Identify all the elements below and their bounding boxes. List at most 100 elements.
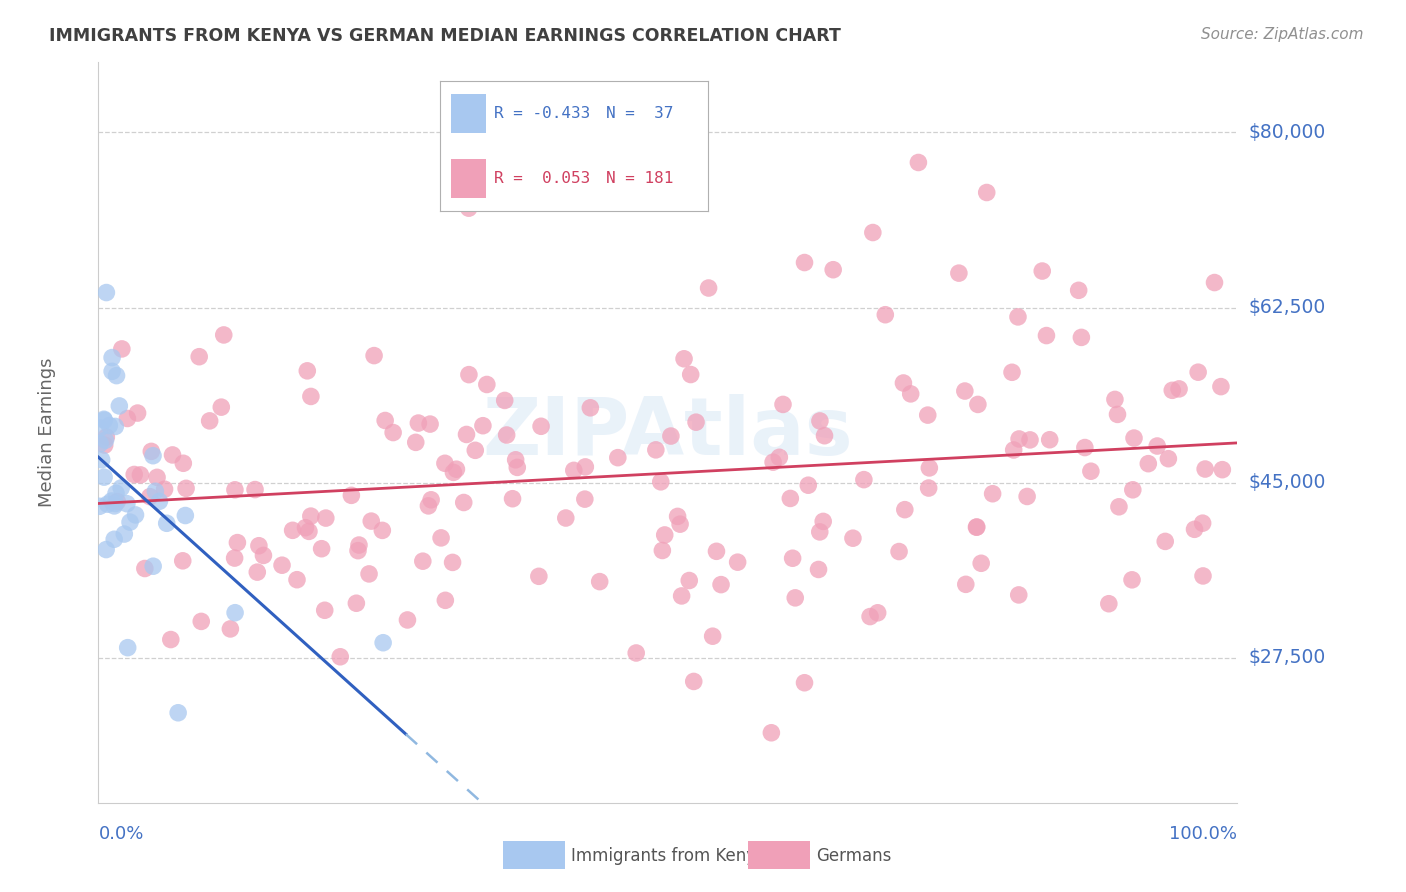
Point [862,226,884,240]
Point [1002,442,1025,457]
Point [907,155,929,169]
Point [1157,451,1180,466]
Point [430,531,453,545]
Point [89,500,111,514]
Point [96,497,118,511]
Point [104,419,127,434]
Point [900,387,922,401]
Point [93,412,115,426]
Point [894,502,917,516]
Point [347,538,370,552]
Point [1008,432,1031,446]
Point [644,442,666,457]
Point [679,368,702,382]
Point [162,448,184,462]
Point [340,488,363,502]
Point [243,483,266,497]
Point [761,725,783,739]
Point [505,452,527,467]
Point [118,515,141,529]
Text: ZIPAtlas: ZIPAtlas [482,393,853,472]
Point [90,452,112,467]
Point [797,478,820,492]
Point [103,533,125,547]
Point [782,551,804,566]
Point [811,515,834,529]
Text: $62,500: $62,500 [1249,298,1326,317]
Point [966,520,988,534]
Point [678,574,700,588]
Point [1191,516,1213,531]
Point [852,473,875,487]
Point [772,397,794,411]
Point [506,460,529,475]
Point [554,511,576,525]
Point [606,450,628,465]
Point [434,593,457,607]
Point [866,606,889,620]
Point [1154,534,1177,549]
Point [976,186,998,200]
Point [101,351,124,365]
Point [651,543,673,558]
Point [156,516,179,531]
Point [457,201,479,215]
Point [458,368,481,382]
Point [100,494,122,508]
Point [89,436,111,450]
Point [112,527,135,541]
Text: Immigrants from Kenya: Immigrants from Kenya [571,847,766,865]
Point [1122,483,1144,497]
Point [124,508,146,522]
Point [247,539,270,553]
Point [96,542,118,557]
Point [981,487,1004,501]
Point [374,413,396,427]
Point [212,327,235,342]
Point [396,613,419,627]
Point [1187,365,1209,379]
Point [172,554,194,568]
Point [450,105,472,120]
Point [793,255,815,269]
Point [685,415,707,429]
Point [271,558,294,573]
Point [1108,500,1130,514]
Point [363,349,385,363]
Point [1192,569,1215,583]
Point [219,622,242,636]
Point [654,528,676,542]
Point [419,417,441,431]
Point [93,438,115,452]
Point [785,591,807,605]
Point [965,520,987,534]
Point [779,491,801,506]
Point [494,393,516,408]
Point [666,509,689,524]
Point [1161,384,1184,398]
Point [98,418,121,433]
Point [108,399,131,413]
Point [1070,330,1092,344]
Point [441,466,464,480]
Point [314,603,336,617]
Point [105,368,128,383]
Point [122,467,145,482]
Point [93,470,115,484]
Point [562,463,585,477]
Point [127,406,149,420]
Point [1121,573,1143,587]
Point [471,418,494,433]
Point [357,566,380,581]
Point [702,629,724,643]
Point [148,494,170,508]
Point [412,554,434,568]
Text: 0.0%: 0.0% [98,825,143,843]
Point [134,561,156,575]
Point [1137,457,1160,471]
Text: IMMIGRANTS FROM KENYA VS GERMAN MEDIAN EARNINGS CORRELATION CHART: IMMIGRANTS FROM KENYA VS GERMAN MEDIAN E… [49,27,841,45]
Point [918,461,941,475]
Point [530,419,553,434]
Point [117,640,139,655]
Point [574,459,596,474]
